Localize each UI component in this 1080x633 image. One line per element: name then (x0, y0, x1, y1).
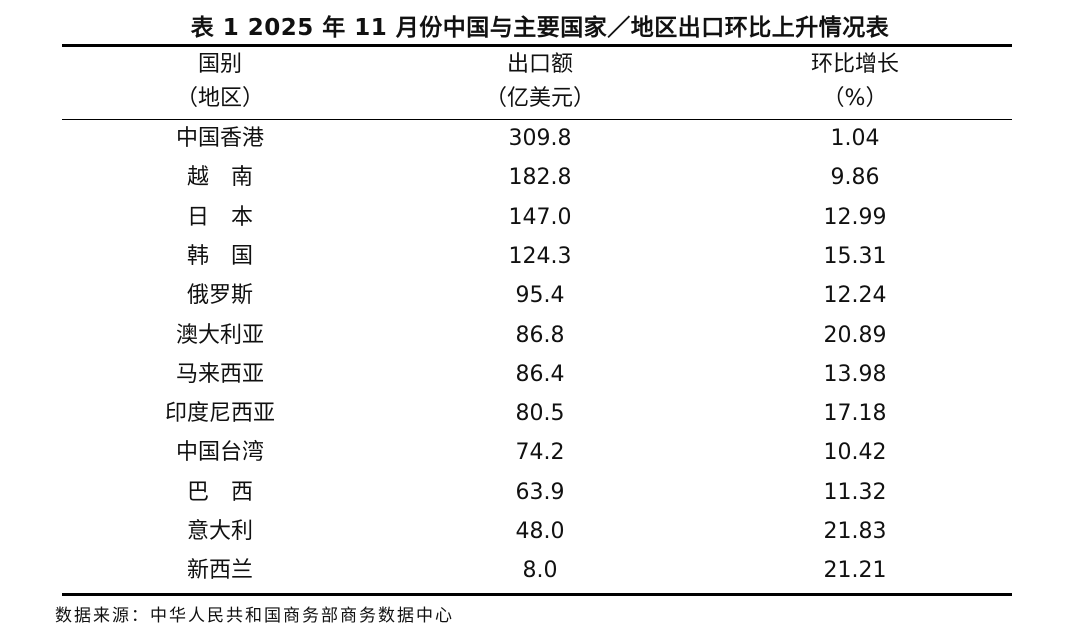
table-cell: 意大利 (186, 519, 253, 544)
table-cell: 中国台湾 (175, 440, 264, 466)
table-cell: 15.31 (823, 243, 887, 269)
header-cell: 环比增长 (810, 52, 899, 77)
table-cell: 182.8 (508, 165, 572, 191)
table-cell: 309.8 (508, 126, 572, 151)
table-cell: 86.8 (515, 322, 565, 348)
table-cell: 20.89 (823, 322, 887, 348)
table-cell: 越 南 (186, 165, 253, 191)
table-cell: 21.83 (823, 519, 887, 544)
top-rule (62, 44, 1012, 47)
table-cell: 86.4 (515, 361, 565, 387)
header-cell: （地区） (175, 86, 264, 111)
table-cell: 12.24 (823, 283, 887, 309)
table-cell: 21.21 (823, 558, 887, 584)
table-cell: 中国香港 (175, 126, 264, 151)
table-cell: 韩 国 (186, 243, 253, 269)
header-rule (62, 119, 1012, 120)
table-cell: 印度尼西亚 (164, 401, 275, 427)
table-cell: 95.4 (515, 283, 565, 309)
table-cell: 巴 西 (186, 479, 253, 505)
table-cell: 1.04 (830, 126, 880, 151)
table-cell: 9.86 (830, 165, 880, 191)
table-cell: 74.2 (515, 440, 565, 466)
table-cell: 124.3 (508, 243, 572, 269)
table-cell: 新西兰 (186, 558, 253, 584)
table-title: 表 1 2025 年 11 月份中国与主要国家／地区出口环比上升情况表 (190, 15, 890, 41)
bottom-rule (62, 593, 1012, 596)
table-cell: 13.98 (823, 361, 887, 387)
table-cell: 澳大利亚 (175, 322, 264, 348)
header-cell: 出口额 (506, 52, 573, 77)
header-cell: （亿美元） (484, 86, 595, 111)
table-cell: 147.0 (508, 204, 572, 230)
table-cell: 10.42 (823, 440, 887, 466)
table-cell: 63.9 (515, 479, 565, 505)
source-note: 数据来源：中华人民共和国商务部商务数据中心 (55, 606, 454, 626)
table-cell: 12.99 (823, 204, 887, 230)
table-cell: 日 本 (186, 204, 253, 230)
table-cell: 8.0 (522, 558, 558, 584)
table-cell: 17.18 (823, 401, 887, 427)
table-cell: 11.32 (823, 479, 887, 505)
table-cell: 俄罗斯 (186, 283, 253, 309)
table-cell: 马来西亚 (175, 361, 264, 387)
header-cell: （%） (822, 86, 888, 111)
table-cell: 48.0 (515, 519, 565, 544)
table-cell: 80.5 (515, 401, 565, 427)
header-cell: 国别 (197, 52, 242, 77)
